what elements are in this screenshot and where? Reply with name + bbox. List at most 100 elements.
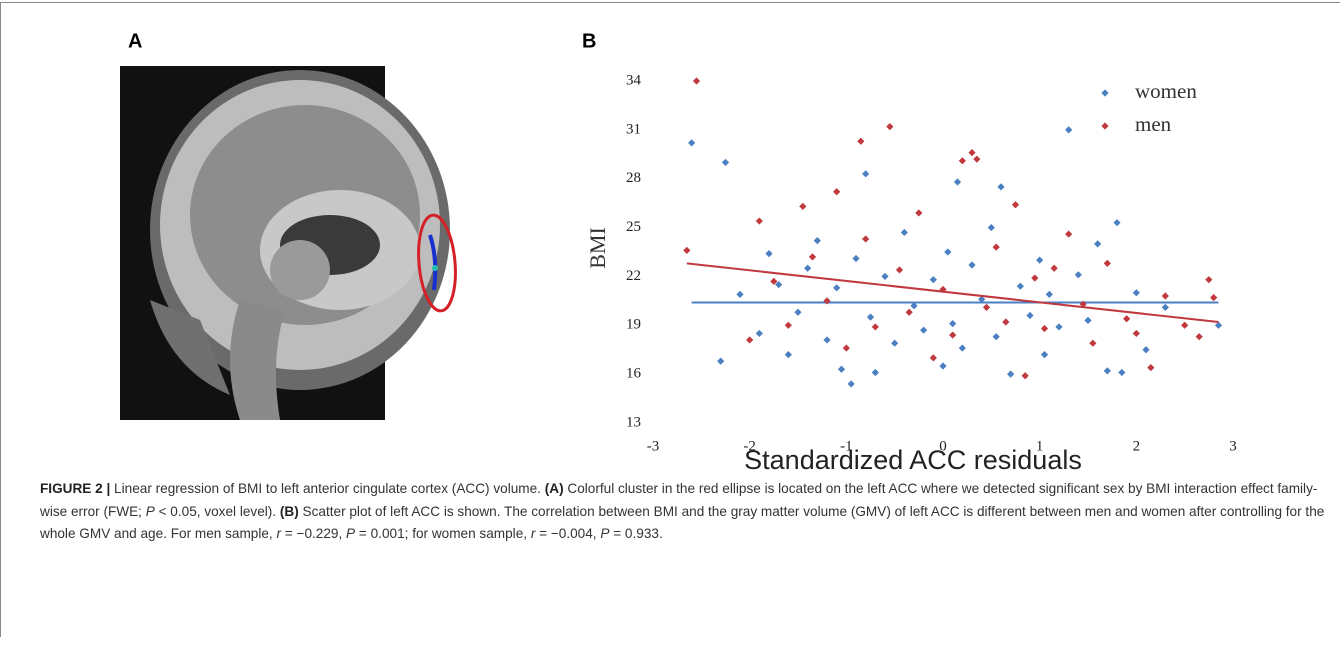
point [1214,321,1223,329]
y-tick-label: 19 [626,317,641,333]
caption-text: (B) [279,503,299,519]
point [968,261,976,269]
point [949,320,957,328]
point [982,303,991,311]
point [920,326,928,334]
point [770,277,778,285]
point [1142,346,1150,354]
x-tick-label: -3 [647,438,660,454]
y-tick-label: 28 [626,170,641,186]
point [842,344,850,352]
caption-text: = −0.004, [535,526,601,541]
point [847,380,855,388]
y-tick-label: 31 [626,121,641,137]
caption-text: Scatter plot of left ACC is shown. The c… [40,503,1325,542]
point [929,276,937,284]
point [1016,282,1024,290]
caption-text: (A) [544,481,564,496]
point [953,178,962,186]
legend-label: women [1135,79,1197,103]
caption-text: P [600,526,610,541]
point [978,295,986,303]
point [837,365,846,373]
point [1118,368,1126,377]
point [1132,289,1140,297]
point [1123,315,1131,323]
caption-label: FIGURE 2 | [40,481,111,496]
point [1147,364,1155,372]
y-tick-label: 16 [626,366,642,382]
point [746,336,754,344]
point [1011,201,1020,209]
point [755,217,763,225]
point [823,297,831,305]
x-tick-label: 3 [1229,438,1237,454]
point [1089,339,1097,347]
point [1007,370,1015,378]
x-axis-label: Standardized ACC residuals [744,445,1082,470]
point [755,329,763,338]
point [944,248,952,256]
caption-text: = 0.933. [609,526,663,541]
point [833,188,841,196]
point [1040,324,1049,333]
caption-text: Linear regression of BMI to left anterio… [110,481,545,496]
caption-text: = 0.001; for women sample, [355,526,531,541]
point [1103,259,1111,267]
figure: A B BMI Standardized ACC residuals 13161… [120,30,1237,470]
point [852,254,860,263]
caption-text: Colorful cluster in the red ellipse is l… [40,481,1318,519]
point [973,155,981,163]
point [813,237,821,245]
point [1065,230,1073,238]
point [891,339,899,347]
y-axis-label: BMI [585,227,610,269]
point [1074,271,1082,279]
point [1195,333,1203,341]
point [958,344,966,352]
point [949,331,957,339]
point [1084,316,1092,324]
legend-label: men [1135,112,1172,136]
y-tick-label: 34 [626,72,642,88]
point [862,170,870,178]
point [1094,240,1102,248]
point [688,139,696,147]
point [823,336,831,344]
caption-text: = −0.229, [281,526,347,541]
x-tick-label: -2 [743,438,756,454]
caption-text: P [346,526,356,541]
caption: FIGURE 2 | Linear regression of BMI to l… [40,478,1325,546]
point [1132,329,1140,338]
point [833,284,841,292]
point [683,246,691,254]
point [1021,372,1029,380]
point [857,137,865,145]
point [804,264,812,272]
point [871,323,879,331]
point [1065,126,1073,134]
point [799,202,807,210]
point [886,123,894,131]
legend-marker [1101,89,1109,97]
point [1103,367,1111,375]
panel-label: B [582,30,596,52]
point [915,209,923,217]
x-tick-label: 0 [939,438,947,454]
point [1161,292,1169,300]
point [1113,219,1121,227]
point [784,321,792,329]
panel-label: A [128,30,142,52]
point [784,351,792,359]
point [1055,323,1063,331]
legend-marker [1101,122,1109,130]
point [794,308,802,316]
point [1045,290,1053,298]
point [1181,321,1189,329]
y-tick-label: 25 [626,219,641,235]
caption-text: < 0.05, voxel level). [154,503,280,519]
y-tick-label: 22 [626,268,641,284]
point [992,333,1000,341]
